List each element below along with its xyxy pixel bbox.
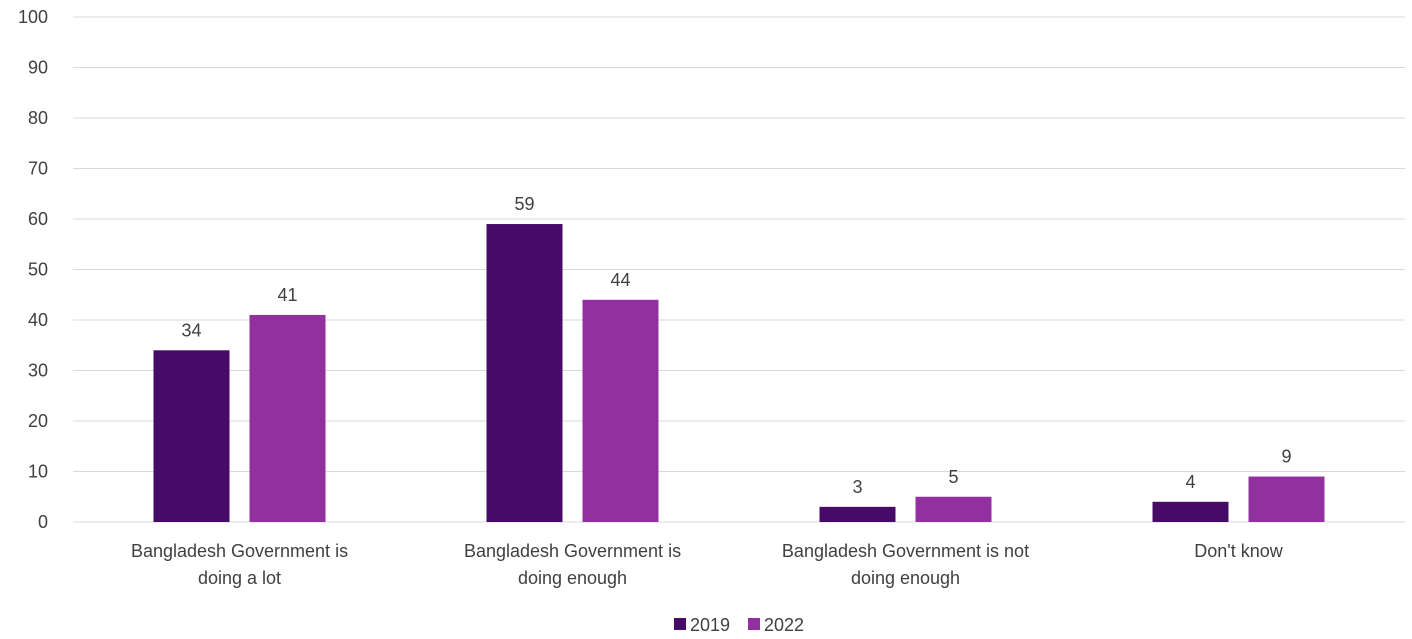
y-tick-label: 30 (28, 361, 48, 381)
y-tick-label: 90 (28, 58, 48, 78)
bar-2019-2 (819, 506, 896, 522)
data-label: 44 (610, 270, 630, 290)
y-tick-label: 70 (28, 159, 48, 179)
x-category-label: doing enough (518, 568, 627, 588)
bar-2019-0 (153, 350, 230, 522)
x-category-label: doing enough (851, 568, 960, 588)
x-category-label: Bangladesh Government is (464, 541, 681, 561)
data-label: 3 (852, 477, 862, 497)
y-tick-label: 60 (28, 209, 48, 229)
bar-2019-1 (486, 224, 563, 523)
y-tick-label: 10 (28, 462, 48, 482)
bar-2022-3 (1248, 476, 1325, 522)
x-category-label: doing a lot (198, 568, 281, 588)
data-labels: 34 41 59 44 3 5 4 9 (181, 194, 1291, 497)
legend-label: 2019 (690, 615, 730, 635)
y-tick-label: 20 (28, 411, 48, 431)
y-tick-label: 0 (38, 512, 48, 532)
bars (153, 224, 1325, 523)
data-label: 9 (1281, 447, 1291, 467)
data-label: 5 (948, 467, 958, 487)
y-tick-label: 50 (28, 260, 48, 280)
legend-swatch-2019 (674, 618, 686, 630)
legend-label: 2022 (764, 615, 804, 635)
x-axis-categories: Bangladesh Government is doing a lot Bangl… (131, 541, 1284, 588)
y-tick-label: 80 (28, 108, 48, 128)
data-label: 59 (514, 194, 534, 214)
data-label: 4 (1185, 472, 1195, 492)
y-tick-label: 40 (28, 310, 48, 330)
legend-swatch-2022 (748, 618, 760, 630)
bar-2022-2 (915, 496, 992, 522)
legend: 2019 2022 (674, 615, 804, 635)
x-category-label: Don't know (1194, 541, 1283, 561)
x-category-label: Bangladesh Government is not (782, 541, 1029, 561)
y-tick-label: 100 (18, 7, 48, 27)
data-label: 34 (181, 320, 201, 340)
x-category-label: Bangladesh Government is (131, 541, 348, 561)
data-label: 41 (277, 285, 297, 305)
bar-2022-0 (249, 314, 326, 522)
y-axis-ticks: 0 10 20 30 40 50 60 70 80 90 100 (18, 7, 48, 532)
bar-2022-1 (582, 299, 659, 522)
bar-2019-3 (1152, 501, 1229, 522)
